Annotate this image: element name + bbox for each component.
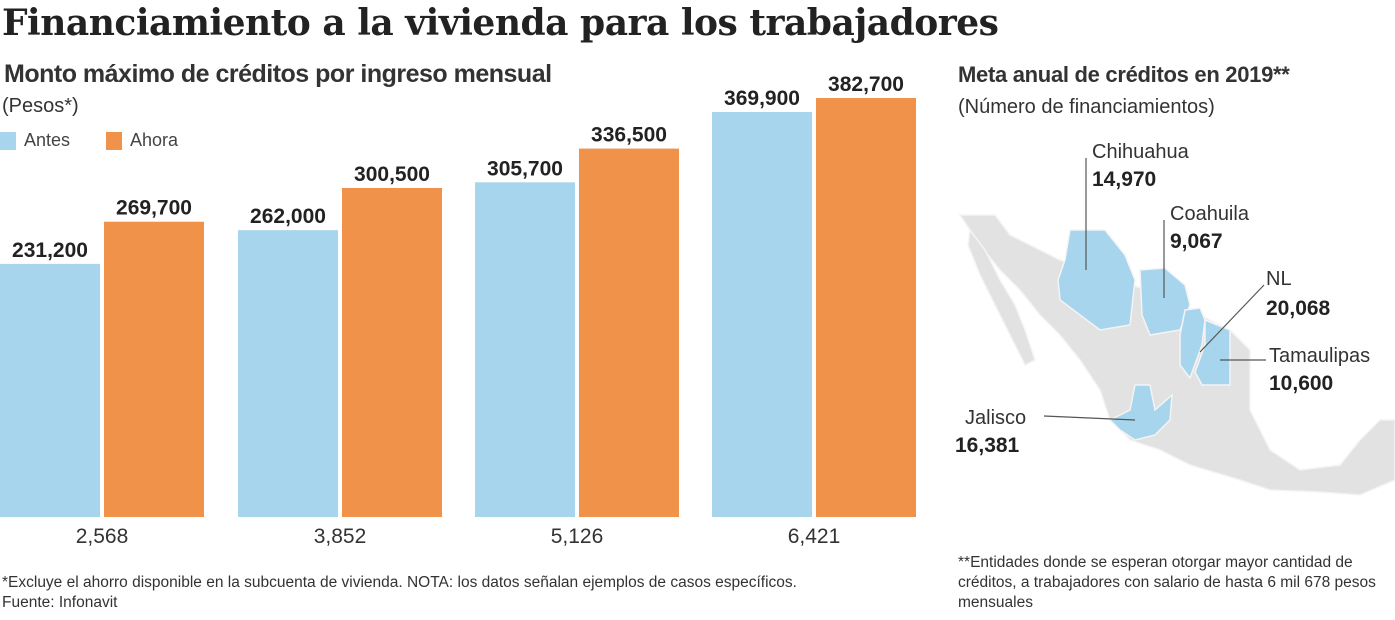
data-label: 269,700 [116, 197, 192, 220]
legend-item-ahora: Ahora [106, 130, 178, 151]
mexico-map: Chihuahua 14,970 Coahuila 9,067 NL 20,06… [955, 141, 1395, 496]
state-label: NL [1266, 268, 1292, 290]
state-value: 20,068 [1266, 297, 1331, 320]
bar-chart: 231,200 269,700 2,568 262,000 300,500 3,852 30… [0, 73, 916, 548]
footnote-source: *Excluye el ahorro disponible en la subc… [2, 574, 797, 611]
data-label: 300,500 [354, 163, 430, 186]
state-label: Coahuila [1170, 203, 1250, 225]
legend-swatch-ahora [106, 131, 122, 150]
state-value: 9,067 [1170, 230, 1223, 253]
bar-antes [238, 230, 338, 517]
state-value: 16,381 [955, 434, 1020, 457]
category-label: 2,568 [76, 525, 129, 548]
bar-antes [712, 112, 812, 518]
chart-title: Monto máximo de créditos por ingreso men… [4, 60, 552, 88]
data-label: 369,900 [724, 87, 800, 110]
data-label: 382,700 [828, 73, 904, 96]
state-label: Jalisco [965, 407, 1026, 429]
page-title: Financiamiento a la vivienda para los tr… [2, 2, 999, 44]
bar-ahora [579, 148, 679, 517]
legend-label: Antes [24, 130, 71, 150]
state-value: 14,970 [1092, 168, 1156, 191]
state-jalisco [1108, 384, 1173, 441]
highlighted-states [1057, 229, 1231, 441]
state-tamaulipas [1194, 318, 1231, 386]
leader-lines [1043, 158, 1266, 421]
category-label: 6,421 [788, 525, 841, 548]
data-label: 336,500 [591, 124, 667, 147]
legend-item-antes: Antes [0, 130, 70, 151]
data-label: 262,000 [250, 205, 326, 228]
data-label: 231,200 [12, 239, 88, 262]
category-label: 5,126 [551, 525, 604, 548]
bar-antes [0, 263, 100, 517]
state-value: 10,600 [1269, 372, 1333, 395]
map-title: Meta anual de créditos en 2019** [958, 62, 1290, 87]
bar-ahora [816, 98, 916, 517]
data-label: 305,700 [487, 157, 563, 180]
bar-antes [475, 182, 575, 517]
bar-ahora [342, 187, 442, 517]
state-chihuahua [1057, 229, 1136, 331]
footnote-map: **Entidades donde se esperan otorgar may… [958, 554, 1376, 611]
legend-label: Ahora [130, 130, 179, 150]
bar-ahora [104, 221, 204, 517]
category-label: 3,852 [314, 525, 367, 548]
chart-unit: (Pesos*) [2, 95, 79, 117]
state-nuevo-leon [1179, 307, 1206, 380]
state-label: Tamaulipas [1269, 345, 1370, 367]
legend-swatch-antes [0, 131, 16, 150]
map-unit: (Número de financiamientos) [958, 96, 1215, 118]
state-label: Chihuahua [1092, 141, 1190, 163]
